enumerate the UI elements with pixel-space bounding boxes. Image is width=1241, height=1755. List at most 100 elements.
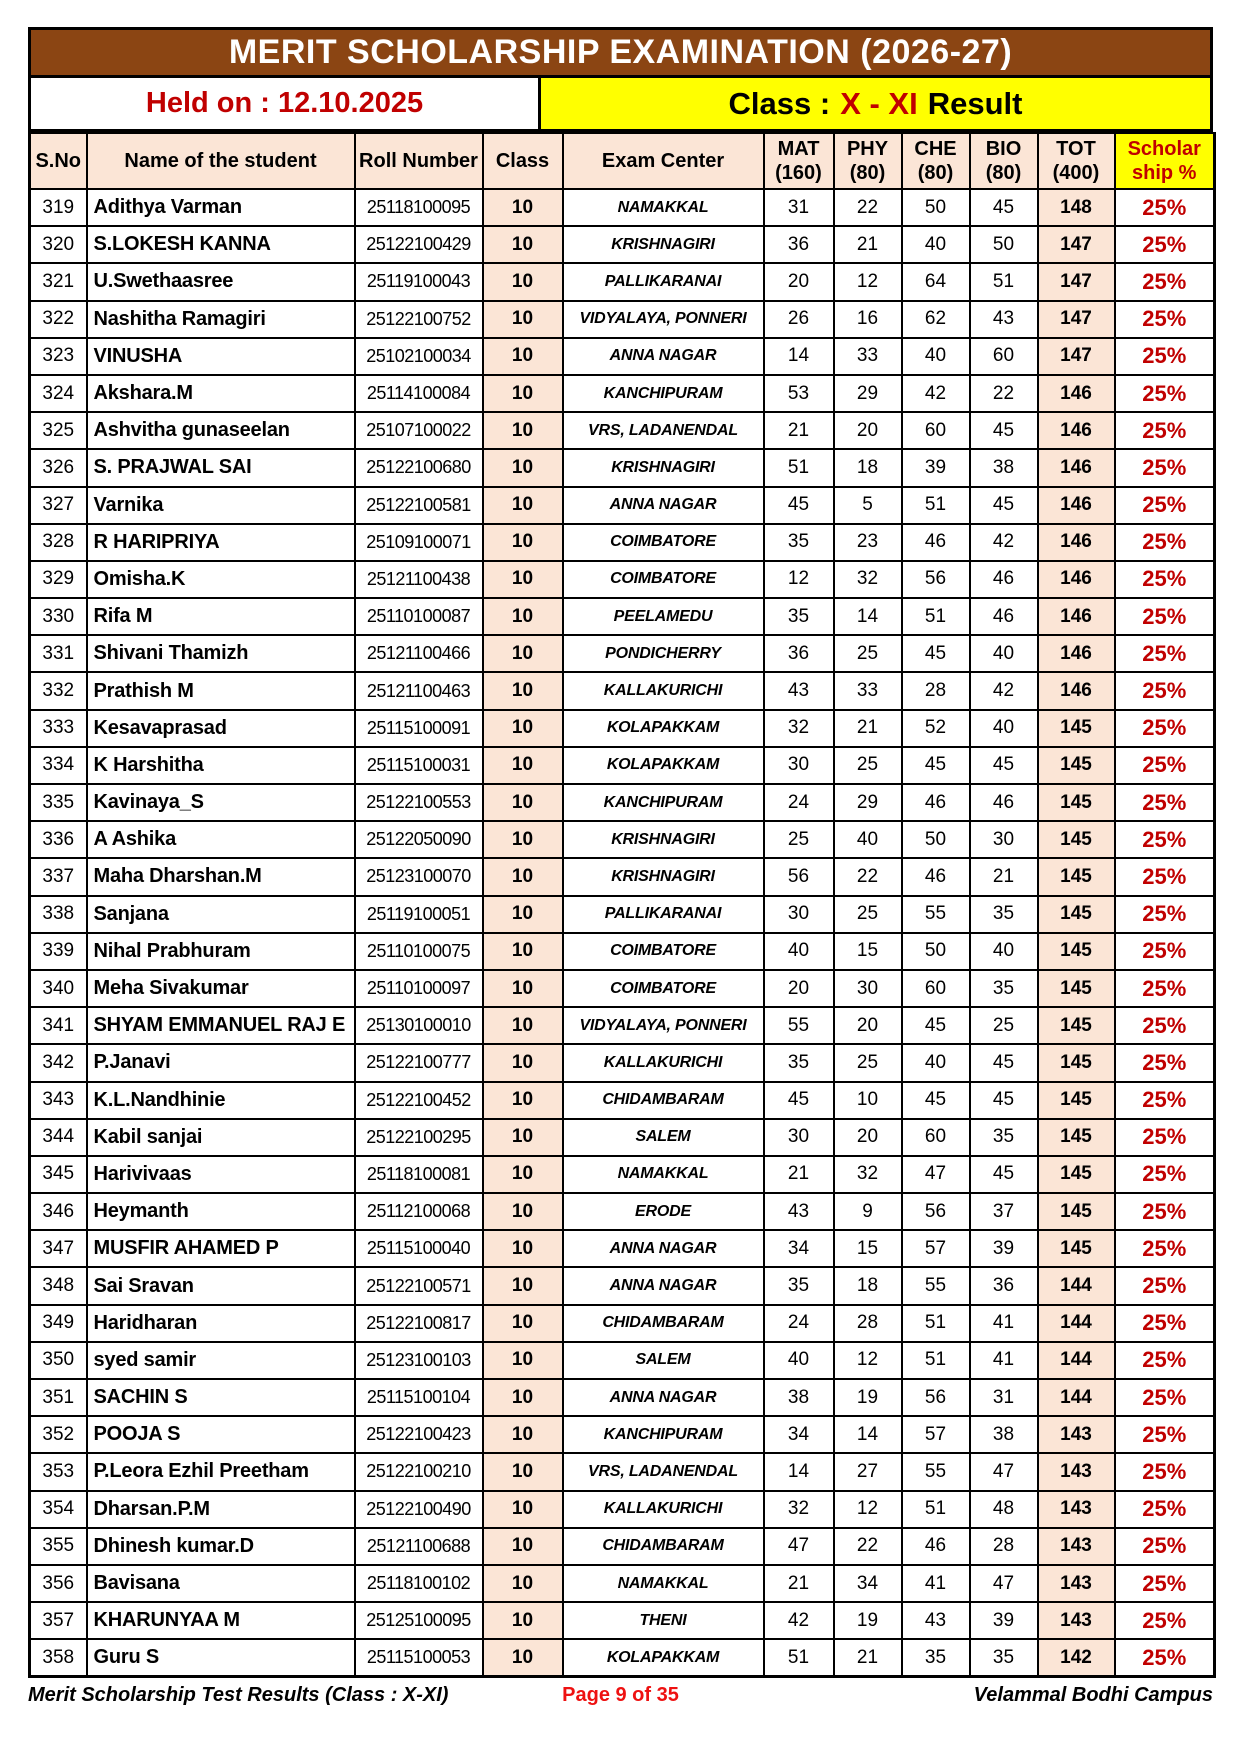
center-cell: KRISHNAGIRI (561, 225, 765, 265)
bio-cell: 30 (968, 820, 1039, 860)
bio-cell: 41 (968, 1303, 1039, 1343)
scholarship-cell: 25% (1113, 745, 1216, 786)
scholarship-cell: 25% (1113, 1638, 1216, 1678)
name-cell: Omisha.K (85, 559, 356, 600)
phy-cell: 25 (832, 634, 903, 674)
phy-cell: 9 (832, 1192, 903, 1232)
bio-cell: 35 (968, 1117, 1039, 1157)
class-cell: 10 (481, 559, 564, 600)
mat-cell: 40 (762, 931, 835, 971)
roll-cell: 25118100095 (353, 187, 484, 228)
phy-cell: 21 (832, 1638, 903, 1678)
bio-cell: 45 (968, 187, 1039, 228)
center-cell: PONDICHERRY (561, 634, 765, 674)
name-cell: Haridharan (85, 1303, 356, 1343)
mat-cell: 24 (762, 1303, 835, 1343)
scholarship-cell: 25% (1113, 522, 1216, 562)
scholarship-cell: 25% (1113, 857, 1216, 897)
tot-cell: 145 (1036, 745, 1116, 786)
roll-cell: 25121100466 (353, 634, 484, 674)
che-cell: 40 (900, 1043, 971, 1083)
scholarship-cell: 25% (1113, 1043, 1216, 1083)
sno-cell: 349 (28, 1303, 88, 1343)
che-cell: 50 (900, 931, 971, 971)
che-cell: 51 (900, 1340, 971, 1381)
che-cell: 51 (900, 1303, 971, 1343)
table-row: 333 Kesavaprasad 25115100091 10 KOLAPAKKAM 32… (28, 708, 1216, 748)
sno-cell: 342 (28, 1043, 88, 1083)
table-row: 347 MUSFIR AHAMED P 25115100040 10 ANNA NAGA… (28, 1229, 1216, 1269)
roll-cell: 25119100051 (353, 894, 484, 934)
che-cell: 42 (900, 373, 971, 414)
mat-cell: 12 (762, 559, 835, 600)
table-row: 323 VINUSHA 25102100034 10 ANNA NAGAR 14 33 40 6… (28, 336, 1216, 376)
bio-cell: 22 (968, 373, 1039, 414)
class-cell: 10 (481, 1489, 564, 1529)
bio-cell: 39 (968, 1229, 1039, 1269)
scholarship-cell: 25% (1113, 1303, 1216, 1343)
che-cell: 40 (900, 336, 971, 376)
roll-cell: 25123100103 (353, 1340, 484, 1381)
mat-cell: 35 (762, 1043, 835, 1083)
tot-cell: 143 (1036, 1563, 1116, 1604)
col-header-bio: BIO (80) (968, 132, 1039, 190)
roll-cell: 25122100581 (353, 485, 484, 525)
center-cell: CHIDAMBARAM (561, 1526, 765, 1566)
name-cell: P.Janavi (85, 1043, 356, 1083)
phy-cell: 25 (832, 745, 903, 786)
phy-cell: 19 (832, 1377, 903, 1418)
mat-cell: 42 (762, 1601, 835, 1641)
mat-cell: 25 (762, 820, 835, 860)
phy-cell: 21 (832, 225, 903, 265)
class-cell: 10 (481, 968, 564, 1009)
tot-cell: 146 (1036, 373, 1116, 414)
sno-cell: 341 (28, 1006, 88, 1046)
bio-cell: 45 (968, 411, 1039, 451)
class-cell: 10 (481, 1415, 564, 1455)
roll-cell: 25122100777 (353, 1043, 484, 1083)
class-cell: 10 (481, 373, 564, 414)
bio-cell: 45 (968, 485, 1039, 525)
che-cell: 28 (900, 671, 971, 711)
name-cell: KHARUNYAA M (85, 1601, 356, 1641)
tot-cell: 144 (1036, 1266, 1116, 1306)
phy-cell: 22 (832, 857, 903, 897)
name-cell: Sai Sravan (85, 1266, 356, 1306)
roll-cell: 25107100022 (353, 411, 484, 451)
mat-cell: 30 (762, 1117, 835, 1157)
roll-cell: 25119100043 (353, 262, 484, 302)
tot-cell: 145 (1036, 1117, 1116, 1157)
name-cell: Kabil sanjai (85, 1117, 356, 1157)
scholarship-cell: 25% (1113, 597, 1216, 637)
table-row: 332 Prathish M 25121100463 10 KALLAKURICHI 43… (28, 671, 1216, 711)
bio-cell: 47 (968, 1452, 1039, 1492)
footer-page-number: Page 9 of 35 (562, 1684, 679, 1706)
phy-cell: 14 (832, 597, 903, 637)
bio-cell: 46 (968, 559, 1039, 600)
table-row: 348 Sai Sravan 25122100571 10 ANNA NAGAR 35 18… (28, 1266, 1216, 1306)
sno-cell: 355 (28, 1526, 88, 1566)
scholarship-cell: 25% (1113, 1340, 1216, 1381)
che-cell: 46 (900, 522, 971, 562)
roll-cell: 25110100087 (353, 597, 484, 637)
roll-cell: 25110100097 (353, 968, 484, 1009)
bio-cell: 40 (968, 634, 1039, 674)
col-header-phy: PHY (80) (832, 132, 903, 190)
table-row: 319 Adithya Varman 25118100095 10 NAMAKKAL 31… (28, 187, 1216, 228)
roll-cell: 25122100553 (353, 782, 484, 823)
phy-cell: 30 (832, 968, 903, 1009)
scholarship-cell: 25% (1113, 1452, 1216, 1492)
che-cell: 60 (900, 1117, 971, 1157)
center-cell: KOLAPAKKAM (561, 745, 765, 786)
sno-cell: 331 (28, 634, 88, 674)
class-cell: 10 (481, 1563, 564, 1604)
tot-cell: 145 (1036, 1006, 1116, 1046)
table-row: 355 Dhinesh kumar.D 25121100688 10 CHIDAMBAR… (28, 1526, 1216, 1566)
bio-cell: 43 (968, 299, 1039, 339)
table-row: 338 Sanjana 25119100051 10 PALLIKARANAI 30 25 5… (28, 894, 1216, 934)
class-cell: 10 (481, 1377, 564, 1418)
col-header-sno: S.No (28, 132, 88, 190)
center-cell: KRISHNAGIRI (561, 820, 765, 860)
scholarship-cell: 25% (1113, 336, 1216, 376)
scholarship-cell: 25% (1113, 671, 1216, 711)
